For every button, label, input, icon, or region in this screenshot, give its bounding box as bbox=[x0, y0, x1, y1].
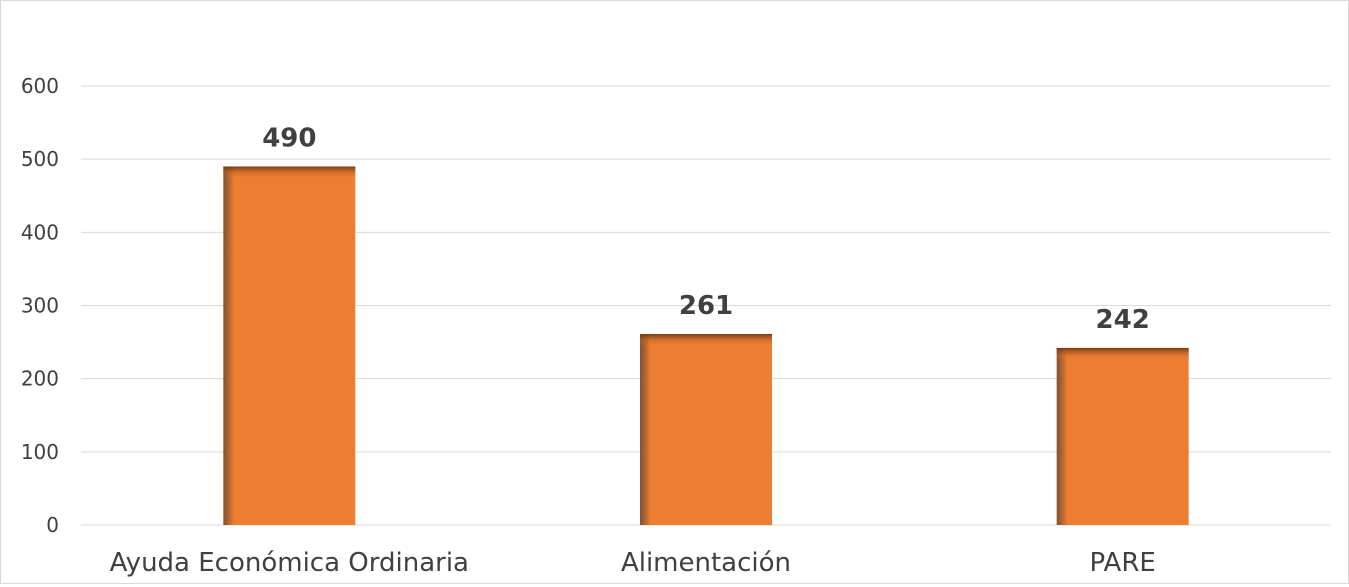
y-tick-label: 500 bbox=[21, 147, 59, 171]
data-label: 261 bbox=[679, 291, 733, 321]
y-tick-label: 400 bbox=[21, 220, 59, 244]
y-tick-label: 100 bbox=[21, 440, 59, 464]
x-tick-label: Alimentación bbox=[621, 548, 791, 578]
y-tick-label: 300 bbox=[21, 294, 59, 318]
bar-top-shade bbox=[223, 166, 356, 179]
bar bbox=[1056, 347, 1189, 525]
y-axis-tick-labels: 0 100 200 300 400 500 600 bbox=[21, 74, 59, 537]
bar-top-shade bbox=[1056, 347, 1189, 360]
data-label: 242 bbox=[1096, 305, 1150, 335]
bar bbox=[223, 166, 356, 525]
y-tick-label: 600 bbox=[21, 74, 59, 98]
data-labels: 490 261 242 bbox=[262, 123, 1150, 334]
y-tick-label: 200 bbox=[21, 367, 59, 391]
bar-top-shade bbox=[640, 334, 772, 347]
x-tick-label: Ayuda Económica Ordinaria bbox=[110, 548, 469, 578]
bars bbox=[223, 166, 1189, 525]
bar bbox=[640, 334, 772, 525]
y-tick-label: 0 bbox=[46, 513, 59, 537]
data-label: 490 bbox=[262, 123, 316, 153]
x-axis-tick-labels: Ayuda Económica Ordinaria Alimentación PAR… bbox=[110, 548, 1156, 578]
x-tick-label: PARE bbox=[1090, 548, 1156, 578]
